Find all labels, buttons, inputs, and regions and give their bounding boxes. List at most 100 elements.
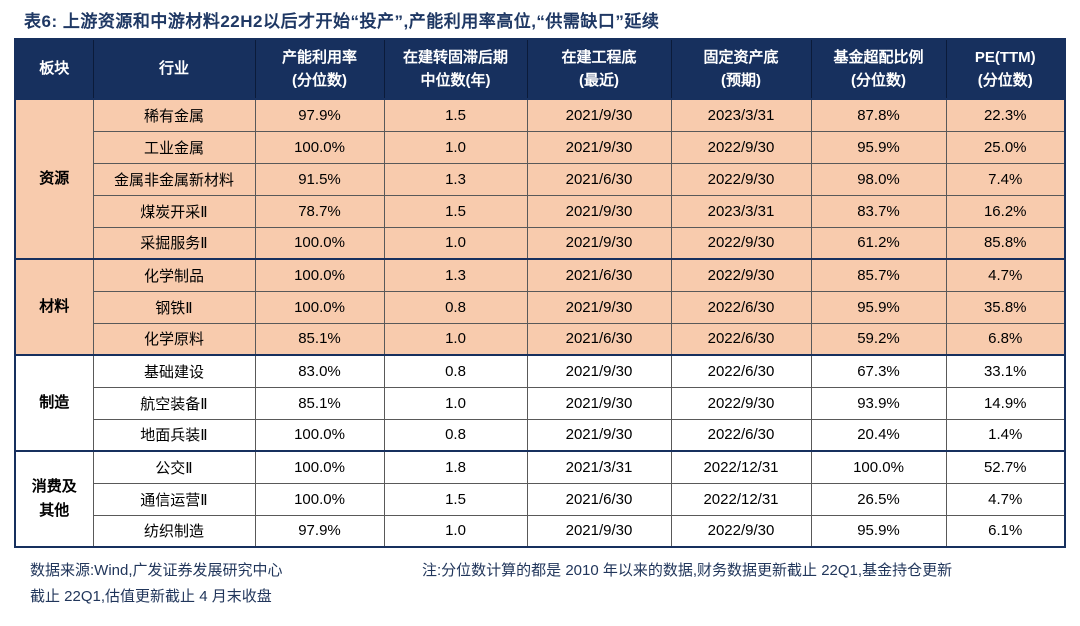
col-sector-label: 板块 [39,60,70,78]
note-text: 注:分位数计算的都是 2010 年以来的数据,财务数据更新截止 22Q1,基金持… [422,562,953,579]
value-cell: 85.1% [254,322,385,356]
header-row: 板块 行业 产能利用率 (分位数) 在建转固滞后期 中位数(年) 在建工程底 (… [14,38,1066,100]
value-cell: 2023/3/31 [670,98,812,132]
value-cell: 2022/9/30 [670,514,812,548]
value-cell: 2023/3/31 [670,194,812,228]
table-row: 金属非金属新材料 91.5% 1.3 2021/6/30 2022/9/30 98.0% 7… [15,162,1066,196]
sector-cell: 材料 [14,258,94,356]
value-cell: 2021/9/30 [526,354,672,388]
value-cell: 0.8 [383,418,528,452]
value-cell: 2021/6/30 [526,162,672,196]
value-cell: 100.0% [254,290,385,324]
value-cell: 2021/3/31 [526,450,672,484]
value-cell: 83.7% [810,194,947,228]
value-cell: 4.7% [945,258,1066,292]
value-cell: 100.0% [254,130,385,164]
table-row: 消费及 其他 公交Ⅱ 100.0% 1.8 2021/3/31 2022/12/31 100… [14,450,1066,548]
col-sector: 板块 [14,38,94,100]
col-pe-ttm: PE(TTM) (分位数) [945,38,1066,100]
value-cell: 2022/9/30 [670,130,812,164]
value-cell: 2022/12/31 [670,482,812,516]
value-cell: 67.3% [810,354,947,388]
value-cell: 100.0% [254,450,385,484]
value-cell: 6.8% [945,322,1066,356]
industry-cell: 工业金属 [92,130,256,164]
industry-cell: 纺织制造 [92,514,256,548]
value-cell: 97.9% [254,98,385,132]
value-cell: 33.1% [945,354,1066,388]
value-cell: 4.7% [945,482,1066,516]
value-cell: 95.9% [810,290,947,324]
value-cell: 52.7% [945,450,1066,484]
value-cell: 25.0% [945,130,1066,164]
value-cell: 2022/9/30 [670,226,812,260]
table-row: 纺织制造 97.9% 1.0 2021/9/30 2022/9/30 95.9% 6.1% [15,514,1066,548]
value-cell: 2021/6/30 [526,482,672,516]
table-title: 表6: 上游资源和中游材料22H2以后才开始“投产”,产能利用率高位,“供需缺口… [24,12,660,31]
table-body: 资源 稀有金属 97.9% 1.5 2021/9/30 2023/3/31 87.8% 22.… [14,98,1066,548]
value-cell: 2021/9/30 [526,514,672,548]
value-cell: 97.9% [254,514,385,548]
footer-line-2: 截止 22Q1,估值更新截止 4 月末收盘 [30,588,272,606]
value-cell: 93.9% [810,386,947,420]
industry-cell: 化学原料 [92,322,256,356]
footer-line-1: 数据来源:Wind,广发证券发展研究中心 注:分位数计算的都是 2010 年以来… [30,558,1060,584]
value-cell: 95.9% [810,514,947,548]
col-fixed-asset-bottom: 固定资产底 (预期) [670,38,812,100]
value-cell: 1.3 [383,258,528,292]
table-row: 资源 稀有金属 97.9% 1.5 2021/9/30 2023/3/31 87.8% 22.… [14,98,1066,260]
industry-table: 板块 行业 产能利用率 (分位数) 在建转固滞后期 中位数(年) 在建工程底 (… [14,38,1066,548]
value-cell: 2022/6/30 [670,418,812,452]
value-cell: 16.2% [945,194,1066,228]
industry-cell: 公交Ⅱ [92,450,256,484]
value-cell: 0.8 [383,290,528,324]
table-row: 工业金属 100.0% 1.0 2021/9/30 2022/9/30 95.9% 25.0… [15,130,1066,164]
value-cell: 83.0% [254,354,385,388]
value-cell: 2022/9/30 [670,386,812,420]
industry-cell: 化学制品 [92,258,256,292]
value-cell: 91.5% [254,162,385,196]
value-cell: 2022/9/30 [670,258,812,292]
industry-cell: 通信运营Ⅱ [92,482,256,516]
value-cell: 1.3 [383,162,528,196]
value-cell: 2021/9/30 [526,226,672,260]
col-cip-bottom: 在建工程底 (最近) [526,38,672,100]
value-cell: 2021/9/30 [526,194,672,228]
table-row: 采掘服务Ⅱ 100.0% 1.0 2021/9/30 2022/9/30 61.2% 85.… [15,226,1066,260]
value-cell: 1.0 [383,386,528,420]
table-row: 地面兵装Ⅱ 100.0% 0.8 2021/9/30 2022/6/30 20.4% 1.4… [15,418,1066,452]
industry-cell: 稀有金属 [92,98,256,132]
industry-cell: 钢铁Ⅱ [92,290,256,324]
table-row: 化学原料 85.1% 1.0 2021/6/30 2022/6/30 59.2% 6.8% [15,322,1066,356]
value-cell: 1.5 [383,194,528,228]
value-cell: 100.0% [254,418,385,452]
value-cell: 1.8 [383,450,528,484]
table-row: 通信运营Ⅱ 100.0% 1.5 2021/6/30 2022/12/31 26.5% 4.… [15,482,1066,516]
value-cell: 1.0 [383,322,528,356]
value-cell: 2021/9/30 [526,290,672,324]
value-cell: 78.7% [254,194,385,228]
sector-cell: 制造 [14,354,94,452]
value-cell: 2021/6/30 [526,322,672,356]
value-cell: 85.7% [810,258,947,292]
value-cell: 2022/6/30 [670,322,812,356]
col-construction-lag: 在建转固滞后期 中位数(年) [383,38,528,100]
value-cell: 2021/9/30 [526,130,672,164]
col-fund-overweight: 基金超配比例 (分位数) [810,38,947,100]
value-cell: 100.0% [254,226,385,260]
value-cell: 0.8 [383,354,528,388]
table-row: 航空装备Ⅱ 85.1% 1.0 2021/9/30 2022/9/30 93.9% 14.9… [15,386,1066,420]
value-cell: 1.0 [383,514,528,548]
value-cell: 85.1% [254,386,385,420]
industry-cell: 煤炭开采Ⅱ [92,194,256,228]
industry-cell: 航空装备Ⅱ [92,386,256,420]
value-cell: 14.9% [945,386,1066,420]
table-row: 钢铁Ⅱ 100.0% 0.8 2021/9/30 2022/6/30 95.9% 35.8% [15,290,1066,324]
industry-cell: 金属非金属新材料 [92,162,256,196]
value-cell: 100.0% [254,258,385,292]
value-cell: 35.8% [945,290,1066,324]
value-cell: 1.5 [383,98,528,132]
footer-note: 数据来源:Wind,广发证券发展研究中心 注:分位数计算的都是 2010 年以来… [30,558,1060,611]
table-row: 制造 基础建设 83.0% 0.8 2021/9/30 2022/6/30 67.3% 33.… [14,354,1066,452]
col-capacity-utilization: 产能利用率 (分位数) [254,38,385,100]
